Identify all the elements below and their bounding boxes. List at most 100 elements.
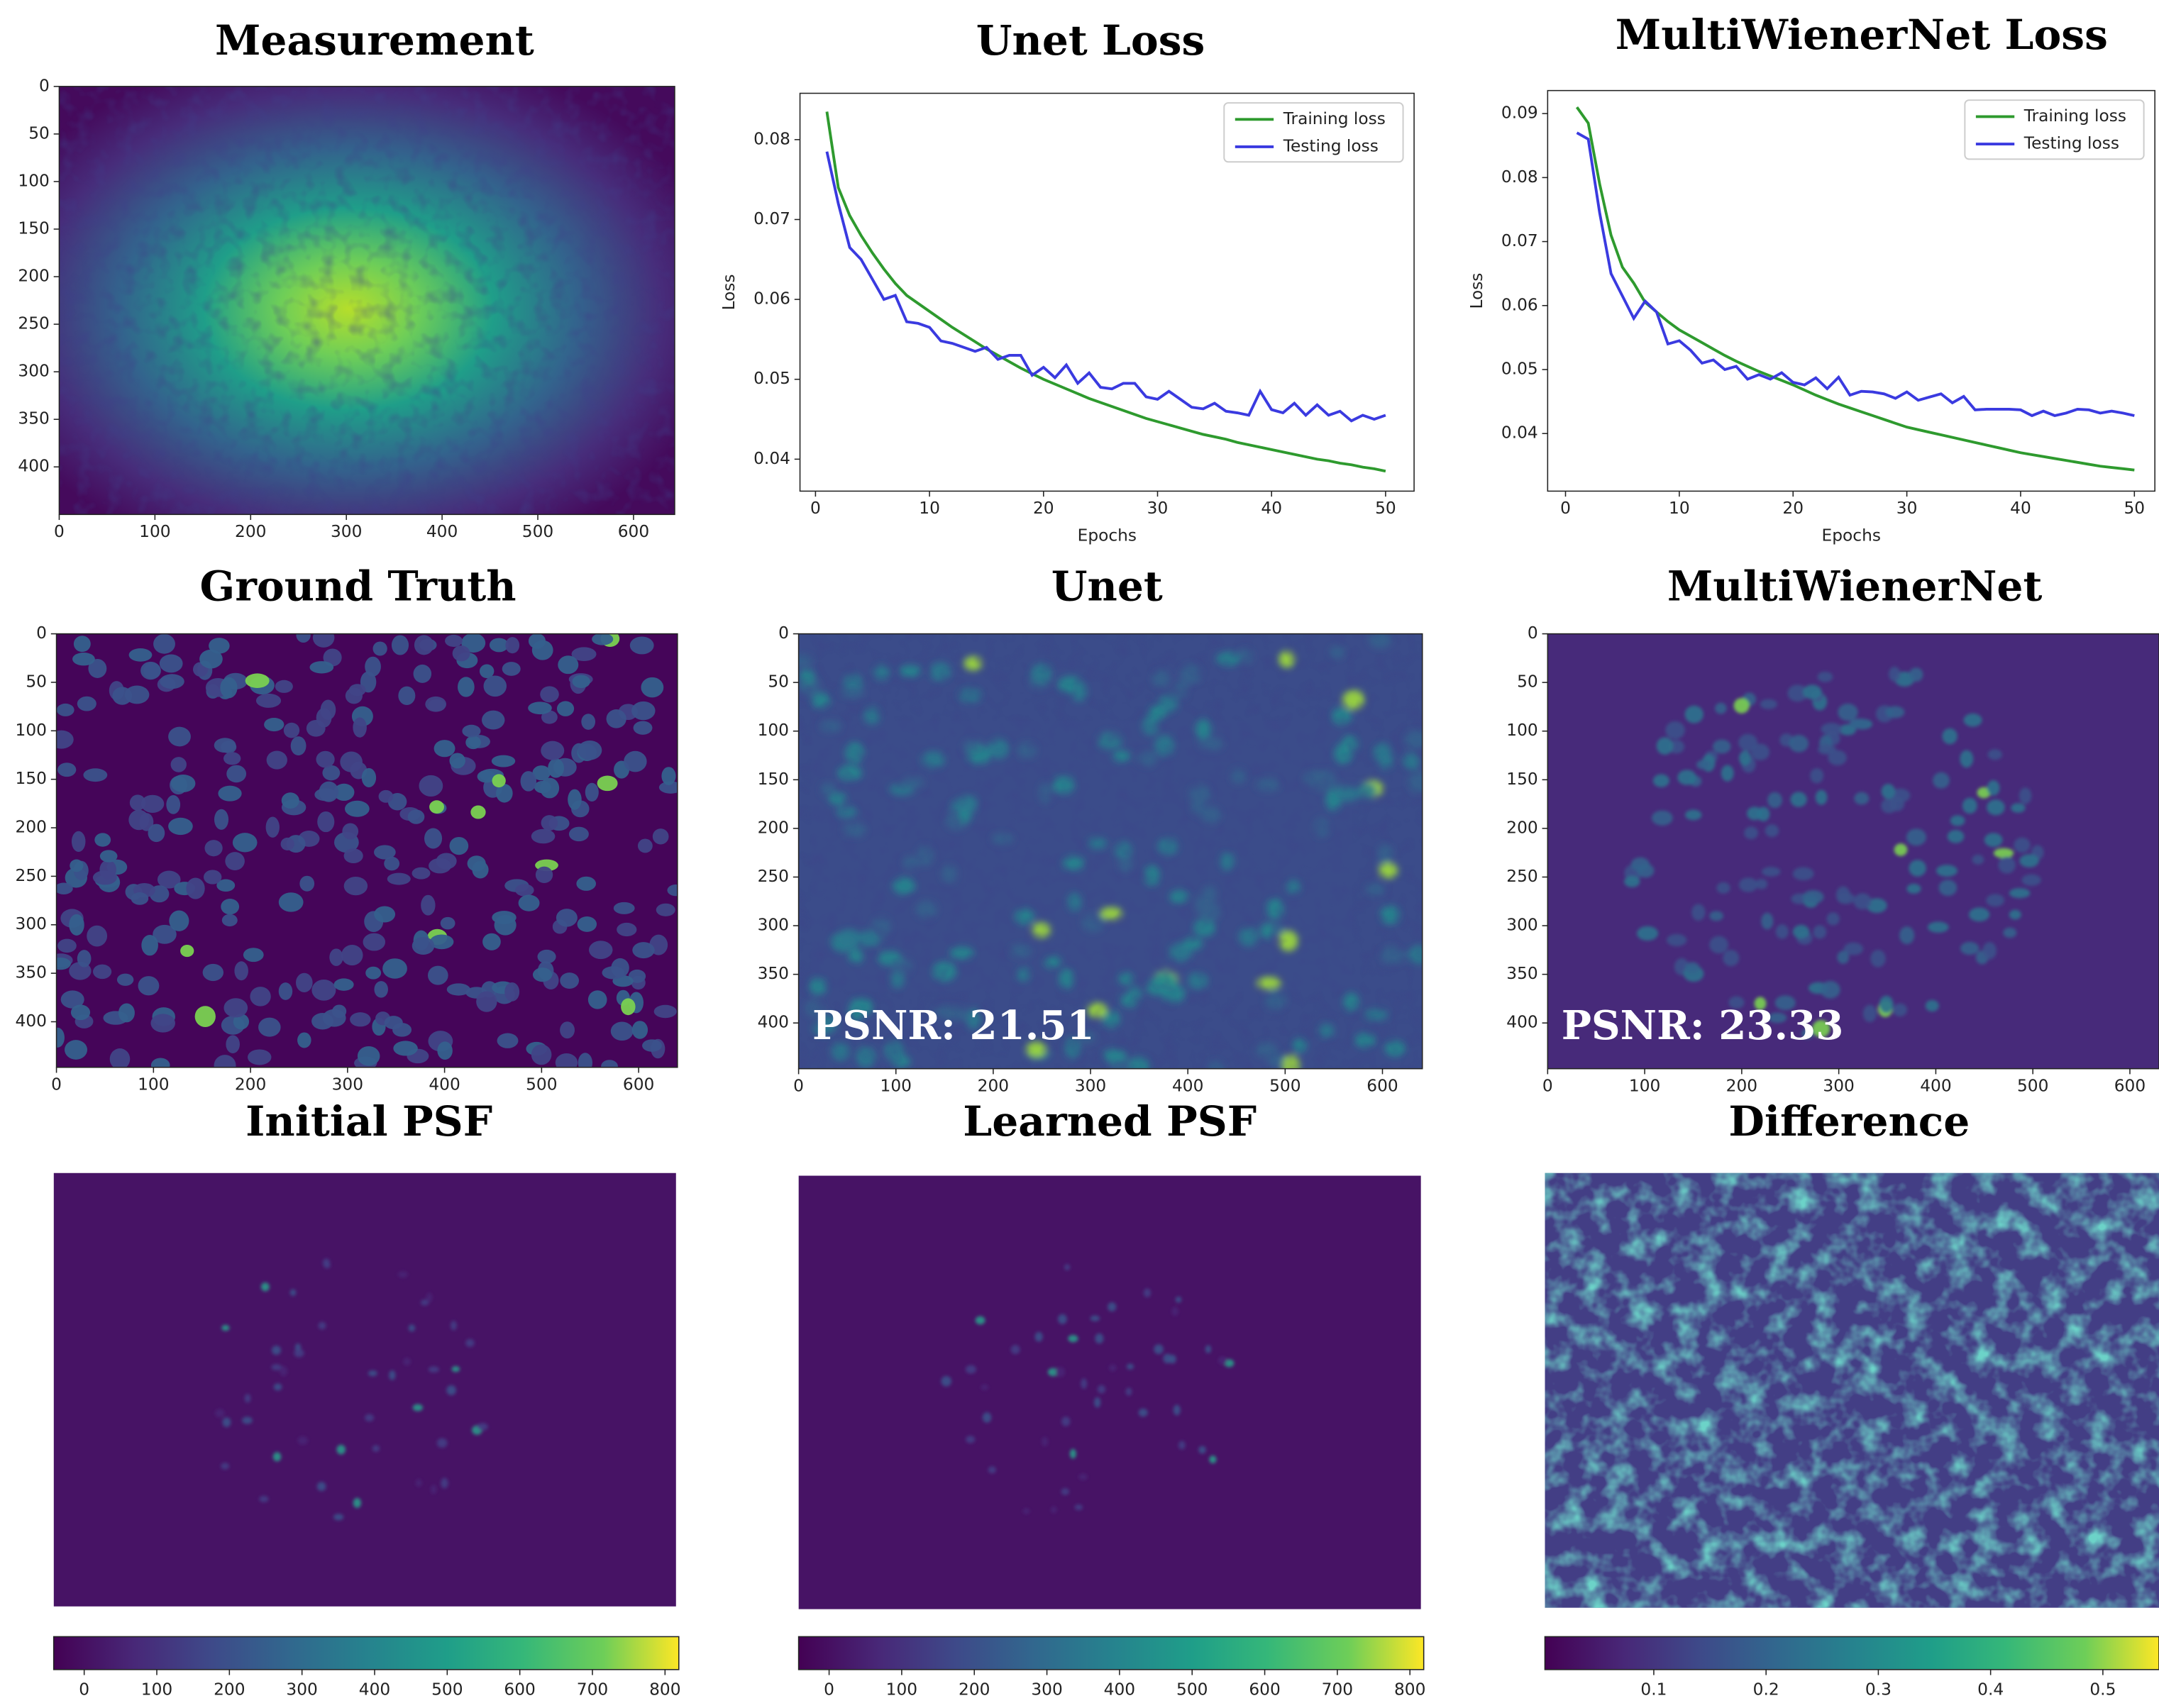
loss-line: [1576, 131, 2135, 418]
blob: [56, 1027, 65, 1048]
x-tick-label: 100: [139, 522, 170, 541]
blob: [1960, 941, 1979, 955]
blob: [642, 1039, 662, 1052]
blob: [597, 775, 618, 792]
blob: [233, 1014, 250, 1030]
blob: [621, 998, 636, 1016]
blob: [280, 1365, 287, 1377]
blob: [365, 1414, 375, 1422]
y-tick-label: 0: [1528, 623, 1538, 643]
blob: [248, 1049, 272, 1065]
blob: [316, 750, 335, 768]
loss-line: [825, 151, 1386, 423]
blob: [419, 775, 443, 797]
y-tick-label: 200: [758, 818, 789, 837]
blob: [1950, 815, 1965, 826]
blob: [94, 833, 111, 847]
colorbar-tick-label: 600: [504, 1680, 535, 1699]
blob: [633, 721, 653, 735]
blob: [465, 1338, 475, 1347]
blob: [1175, 1296, 1182, 1303]
blob: [353, 1497, 362, 1508]
blob: [1738, 877, 1758, 892]
blob: [492, 911, 517, 924]
blob: [1993, 848, 2014, 858]
x-tick-label: 30: [1147, 499, 1169, 518]
blob: [1792, 924, 1810, 939]
x-tick-label: 10: [1669, 499, 1690, 518]
blob: [515, 884, 534, 897]
blob: [1010, 1345, 1020, 1355]
x-tick-label: 0: [54, 522, 65, 541]
blob: [140, 794, 165, 813]
colorbar: [53, 1636, 680, 1670]
x-tick-label: 50: [1375, 499, 1396, 518]
legend-label: Testing loss: [2023, 134, 2119, 153]
blob: [160, 674, 184, 689]
y-tick-label: 300: [758, 916, 789, 935]
x-tick-label: 600: [623, 1075, 654, 1094]
blob: [322, 1258, 331, 1268]
image-grain: [59, 86, 675, 515]
blob: [1925, 999, 1939, 1012]
blob: [1691, 904, 1706, 921]
blob: [476, 991, 497, 1012]
blob: [209, 638, 230, 654]
y-tick-label: 0.05: [1501, 360, 1538, 379]
blob: [412, 867, 431, 880]
blob: [477, 770, 496, 783]
blob: [131, 892, 149, 905]
blob: [70, 1004, 91, 1021]
blob: [1034, 1331, 1043, 1342]
y-tick-label: 100: [758, 721, 789, 740]
blob: [1801, 1028, 1813, 1039]
plot-frame: [797, 633, 1423, 1070]
blob: [617, 922, 637, 937]
blob: [1986, 894, 2005, 907]
blur-layer: [1624, 666, 2044, 1039]
blob: [1090, 1315, 1100, 1321]
blob: [333, 1514, 344, 1521]
x-tick-label: 0: [51, 1075, 62, 1094]
panel-title: Unet: [1051, 562, 1163, 611]
blob: [1803, 684, 1822, 699]
blob: [505, 637, 520, 654]
x-tick-label: 600: [618, 522, 649, 541]
blob: [1637, 863, 1655, 878]
x-tick-label: 500: [526, 1075, 557, 1094]
blob: [610, 1021, 634, 1041]
y-tick-label: 0: [39, 76, 50, 95]
blob: [297, 1436, 308, 1445]
blob: [57, 938, 77, 953]
panel-title: Unet Loss: [976, 16, 1205, 65]
blob: [180, 945, 194, 958]
blob: [264, 717, 285, 732]
blob: [578, 1053, 593, 1068]
blob: [365, 966, 382, 980]
blob: [1810, 768, 1824, 784]
blob: [658, 781, 678, 794]
blob: [273, 1383, 282, 1391]
blob: [1095, 1333, 1104, 1344]
blob: [1942, 728, 1958, 745]
blob: [299, 875, 315, 892]
colorbar-tick-label: 200: [959, 1680, 990, 1699]
blob: [497, 1033, 519, 1048]
colorbar-tick-label: 800: [1394, 1680, 1425, 1699]
blob: [1853, 893, 1872, 910]
blob: [1894, 843, 1908, 856]
blob: [1987, 799, 2005, 816]
colorbar-tick-label: 300: [1031, 1680, 1062, 1699]
blob: [1787, 684, 1808, 702]
y-tick-label: 50: [28, 123, 50, 143]
blob: [56, 882, 73, 894]
y-tick-label: 250: [18, 314, 49, 333]
blob: [1064, 1264, 1071, 1270]
blob: [204, 840, 223, 857]
blob: [169, 910, 189, 931]
colorbar-tick-label: 700: [1322, 1680, 1353, 1699]
blob: [1716, 882, 1730, 894]
blob: [1885, 706, 1905, 719]
y-tick-label: 200: [18, 267, 49, 286]
blob: [1837, 892, 1855, 904]
